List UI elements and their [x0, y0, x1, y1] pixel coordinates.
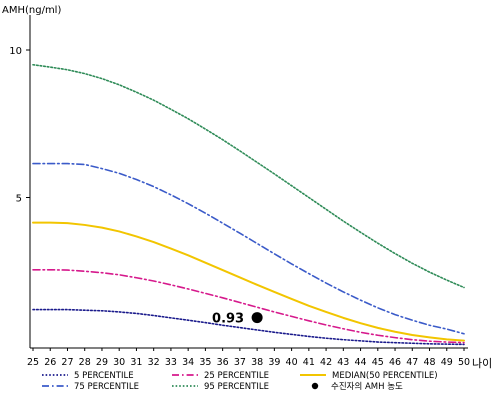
- x-tick-label: 44: [355, 357, 367, 368]
- x-tick-label: 28: [79, 357, 91, 368]
- x-tick-label: 27: [61, 357, 73, 368]
- x-tick-label: 42: [320, 357, 332, 368]
- x-tick-label: 50: [458, 357, 470, 368]
- x-tick-label: 25: [27, 357, 39, 368]
- x-tick-label: 49: [441, 357, 453, 368]
- x-tick-label: 33: [165, 357, 177, 368]
- legend-swatch-patient-amh: [311, 382, 319, 390]
- y-tick-label: 10: [9, 46, 22, 57]
- x-tick-label: 31: [130, 357, 142, 368]
- x-tick-label: 41: [303, 357, 315, 368]
- legend-label-95-percentile: 95 PERCENTILE: [204, 382, 269, 392]
- legend-label-patient-amh: 수진자의 AMH 농도: [331, 381, 403, 392]
- legend-label-75-percentile: 75 PERCENTILE: [74, 382, 139, 392]
- x-tick-label: 38: [251, 357, 263, 368]
- x-tick-label: 39: [268, 357, 280, 368]
- x-tick-label: 48: [423, 357, 435, 368]
- series-line-95-percentile: [32, 63, 465, 289]
- x-tick-label: 36: [217, 357, 229, 368]
- series-line-5-percentile: [32, 308, 465, 346]
- x-tick-label: 34: [182, 357, 194, 368]
- legend-label-5-percentile: 5 PERCENTILE: [74, 371, 134, 381]
- y-axis-label: AMH(ng/ml): [2, 5, 61, 16]
- x-tick-label: 32: [148, 357, 160, 368]
- x-tick-label: 45: [372, 357, 384, 368]
- x-tick-label: 29: [96, 357, 108, 368]
- patient-amh-point: [251, 312, 263, 324]
- x-tick-label: 26: [44, 357, 56, 368]
- x-tick-label: 47: [406, 357, 418, 368]
- series-line-median-50-percentile: [32, 221, 465, 342]
- legend-label-25-percentile: 25 PERCENTILE: [204, 371, 269, 381]
- x-tick-label: 43: [337, 357, 349, 368]
- series-line-25-percentile: [32, 268, 465, 344]
- y-tick-label: 5: [16, 194, 22, 205]
- x-tick-label: 30: [113, 357, 125, 368]
- series-line-75-percentile: [32, 162, 465, 335]
- patient-amh-label: 0.93: [212, 312, 244, 327]
- legend-label-median-50-percentile: MEDIAN(50 PERCENTILE): [332, 371, 438, 381]
- x-tick-label: 37: [234, 357, 246, 368]
- x-tick-label: 46: [389, 357, 401, 368]
- x-tick-label: 40: [286, 357, 298, 368]
- x-tick-label: 35: [199, 357, 211, 368]
- x-axis-label: 나이: [472, 357, 492, 370]
